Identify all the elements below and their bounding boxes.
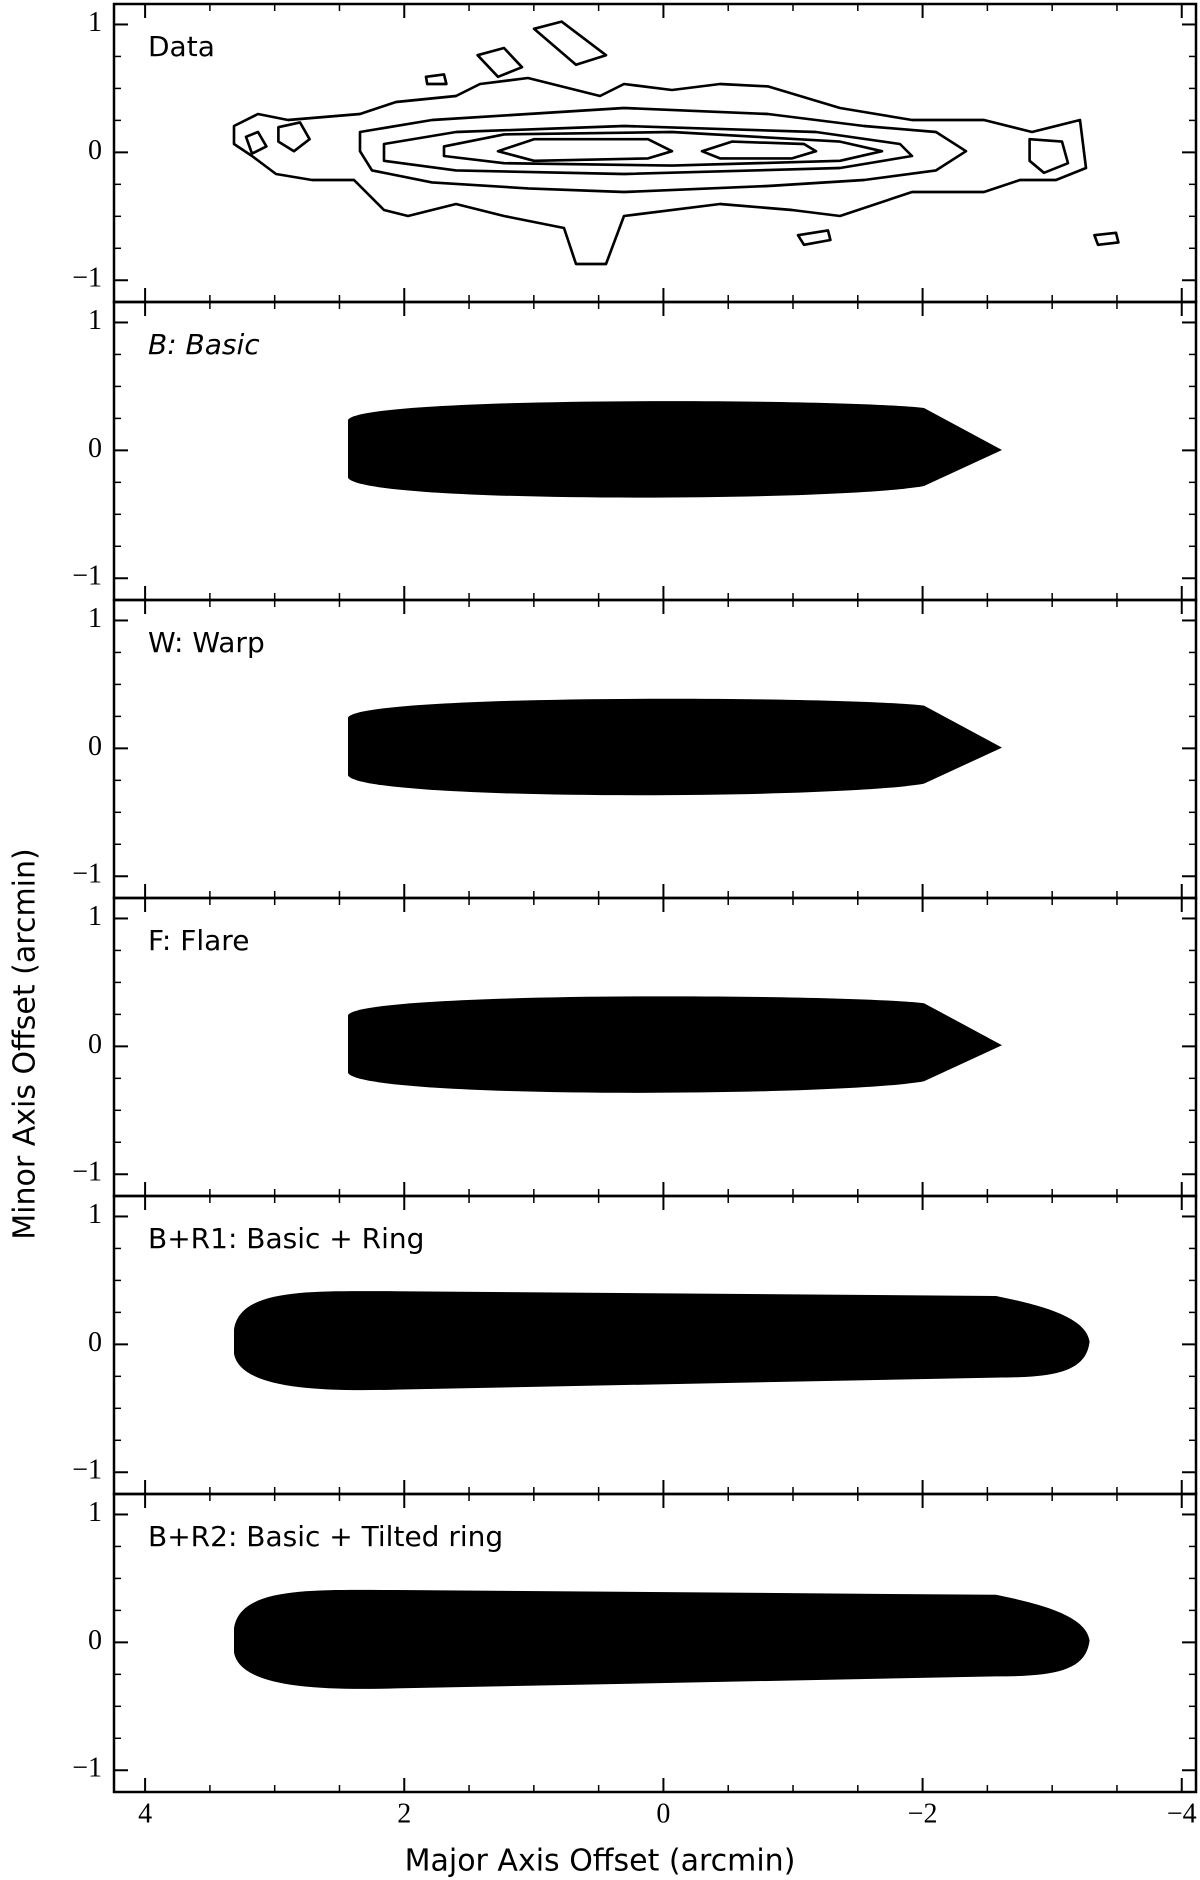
x-tick-label: 0 [656, 1798, 670, 1829]
y-tick-label: 1 [88, 603, 102, 634]
y-tick-label: −1 [72, 1157, 102, 1188]
y-tick-label: 1 [88, 1497, 102, 1528]
panel-title: B+R2: Basic + Tilted ring [148, 1520, 503, 1553]
y-axis-label: Minor Axis Offset (arcmin) [8, 848, 43, 1239]
y-tick-label: 0 [88, 433, 102, 464]
y-tick-label: 0 [88, 731, 102, 762]
y-tick-label: 1 [88, 7, 102, 38]
x-tick-label: 2 [397, 1798, 411, 1829]
y-tick-label: 0 [88, 1625, 102, 1656]
y-tick-label: −1 [72, 1753, 102, 1784]
y-tick-label: −1 [72, 1455, 102, 1486]
x-axis-label: Major Axis Offset (arcmin) [405, 1844, 796, 1879]
y-tick-label: 1 [88, 901, 102, 932]
panel-frame [112, 2, 1198, 304]
y-tick-label: 1 [88, 305, 102, 336]
y-tick-label: −1 [72, 859, 102, 890]
panel-title: B: Basic [148, 328, 260, 361]
x-tick-label: 4 [138, 1798, 152, 1829]
panel-title: W: Warp [148, 626, 265, 659]
y-tick-label: 0 [88, 1327, 102, 1358]
x-tick-label: −4 [1167, 1798, 1197, 1829]
x-tick-label: −2 [908, 1798, 938, 1829]
y-tick-label: −1 [72, 561, 102, 592]
contours [232, 20, 1120, 1689]
data-contours [232, 20, 1120, 266]
panel-title: B+R1: Basic + Ring [148, 1222, 424, 1255]
y-tick-label: 0 [88, 135, 102, 166]
y-tick-label: −1 [72, 263, 102, 294]
y-tick-label: 1 [88, 1199, 102, 1230]
y-tick-label: 0 [88, 1029, 102, 1060]
panel-title: F: Flare [148, 924, 249, 957]
panel-title: Data [148, 30, 215, 63]
